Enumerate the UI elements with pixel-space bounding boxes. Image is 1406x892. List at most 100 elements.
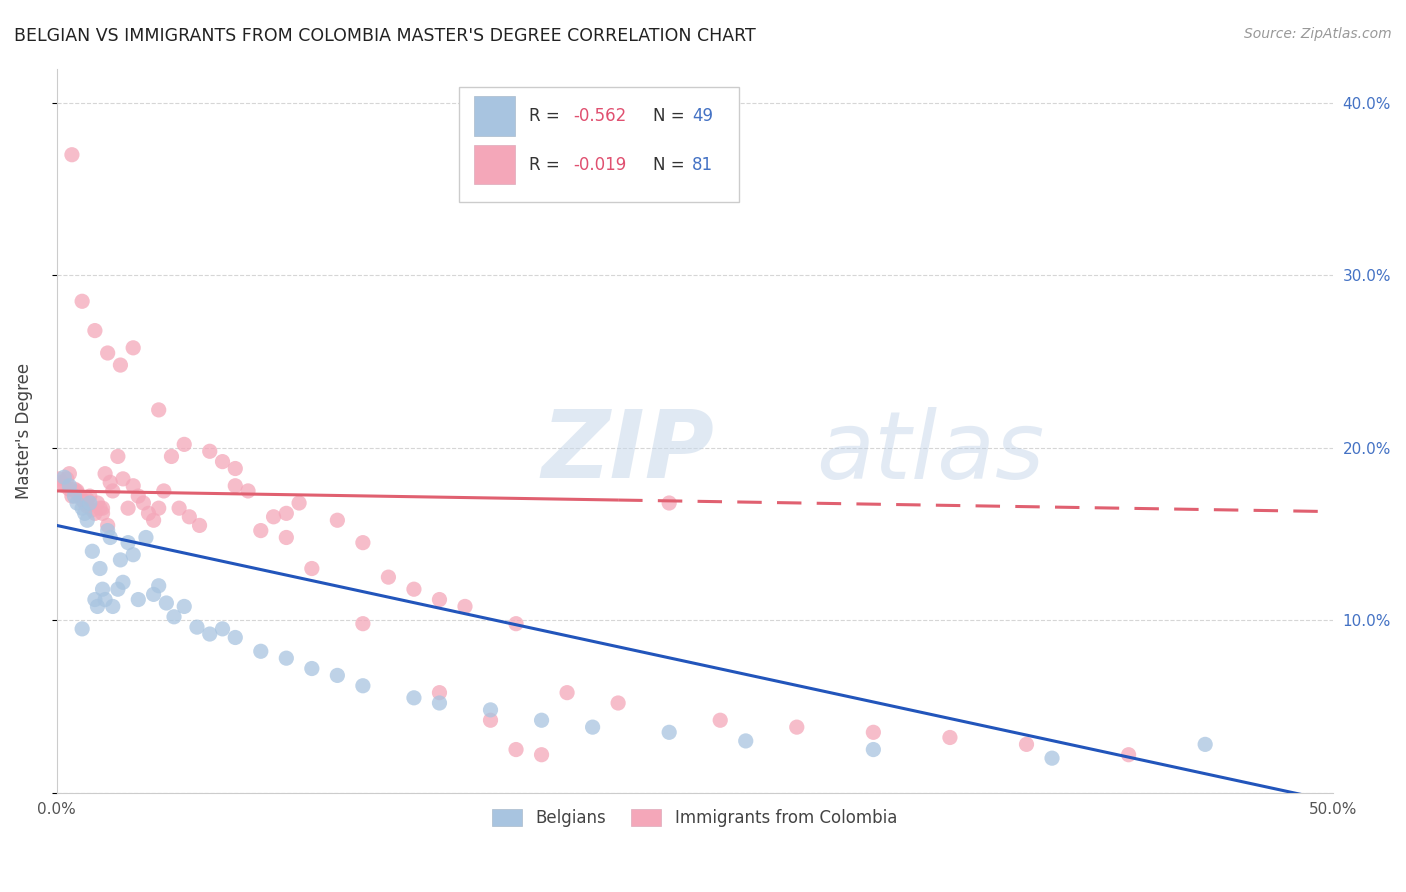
Text: ZIP: ZIP [541, 407, 714, 499]
Point [83, 324, 105, 338]
Y-axis label: Master's Degree: Master's Degree [15, 362, 32, 499]
Point [69, 489, 91, 503]
Point [60, 147, 83, 161]
Point [301, 661, 323, 675]
Point [249, 524, 271, 538]
Point [66, 496, 89, 510]
Point [581, 720, 603, 734]
Point [110, 553, 132, 567]
Point [91, 582, 114, 597]
Point [70, 294, 93, 309]
Text: -0.562: -0.562 [574, 106, 627, 125]
Point [288, 496, 311, 510]
Point [53, 470, 76, 484]
Point [60, 489, 83, 503]
Point [86, 599, 108, 614]
Point [658, 725, 681, 739]
Point [132, 496, 155, 510]
Point [70, 501, 93, 516]
Point [263, 509, 285, 524]
Point [658, 496, 681, 510]
Point [97, 524, 120, 538]
Point [107, 582, 129, 597]
Point [862, 725, 884, 739]
Point [117, 501, 139, 516]
Point [1118, 747, 1140, 762]
Point [97, 346, 120, 360]
Point [429, 592, 451, 607]
Point [530, 713, 553, 727]
Point [326, 513, 349, 527]
Point [402, 690, 425, 705]
Point [76, 513, 98, 527]
Point [98, 531, 121, 545]
Point [91, 506, 114, 520]
Point [530, 747, 553, 762]
Point [276, 651, 298, 665]
Point [127, 592, 149, 607]
Point [83, 592, 105, 607]
Bar [474, 96, 515, 136]
Point [734, 734, 756, 748]
Point [73, 506, 96, 520]
Point [173, 437, 195, 451]
Text: R =: R = [529, 106, 565, 125]
Point [148, 501, 170, 516]
Point [89, 501, 111, 516]
Point [58, 482, 80, 496]
Point [127, 489, 149, 503]
Point [138, 506, 160, 520]
Text: N =: N = [652, 106, 689, 125]
Point [76, 492, 98, 507]
Point [83, 506, 105, 520]
Point [70, 492, 93, 507]
Point [326, 668, 349, 682]
Point [58, 479, 80, 493]
Point [110, 358, 132, 372]
Text: N =: N = [652, 156, 689, 174]
Point [173, 599, 195, 614]
Point [939, 731, 962, 745]
Point [454, 599, 477, 614]
Point [786, 720, 808, 734]
Point [352, 616, 374, 631]
Point [249, 644, 271, 658]
Point [211, 455, 233, 469]
Text: 49: 49 [692, 106, 713, 125]
Point [607, 696, 630, 710]
Point [117, 535, 139, 549]
Point [101, 599, 124, 614]
Point [276, 506, 298, 520]
Point [66, 483, 89, 498]
Point [51, 475, 73, 490]
Point [148, 579, 170, 593]
Point [111, 575, 134, 590]
Text: BELGIAN VS IMMIGRANTS FROM COLOMBIA MASTER'S DEGREE CORRELATION CHART: BELGIAN VS IMMIGRANTS FROM COLOMBIA MAST… [14, 27, 756, 45]
Bar [474, 145, 515, 185]
Point [53, 479, 76, 493]
Point [70, 622, 93, 636]
Point [107, 450, 129, 464]
Point [709, 713, 731, 727]
Point [98, 475, 121, 490]
Text: R =: R = [529, 156, 565, 174]
Point [66, 485, 89, 500]
Point [82, 544, 104, 558]
Point [122, 479, 145, 493]
Point [167, 501, 190, 516]
Point [94, 592, 117, 607]
Text: 81: 81 [692, 156, 713, 174]
Point [48, 472, 70, 486]
Legend: Belgians, Immigrants from Colombia: Belgians, Immigrants from Colombia [484, 800, 905, 835]
Point [82, 503, 104, 517]
Point [63, 482, 86, 496]
Point [142, 587, 165, 601]
Point [429, 696, 451, 710]
Point [352, 679, 374, 693]
Point [211, 622, 233, 636]
Point [148, 403, 170, 417]
Text: -0.019: -0.019 [574, 156, 627, 174]
Point [236, 483, 259, 498]
Point [97, 518, 120, 533]
Point [377, 570, 399, 584]
